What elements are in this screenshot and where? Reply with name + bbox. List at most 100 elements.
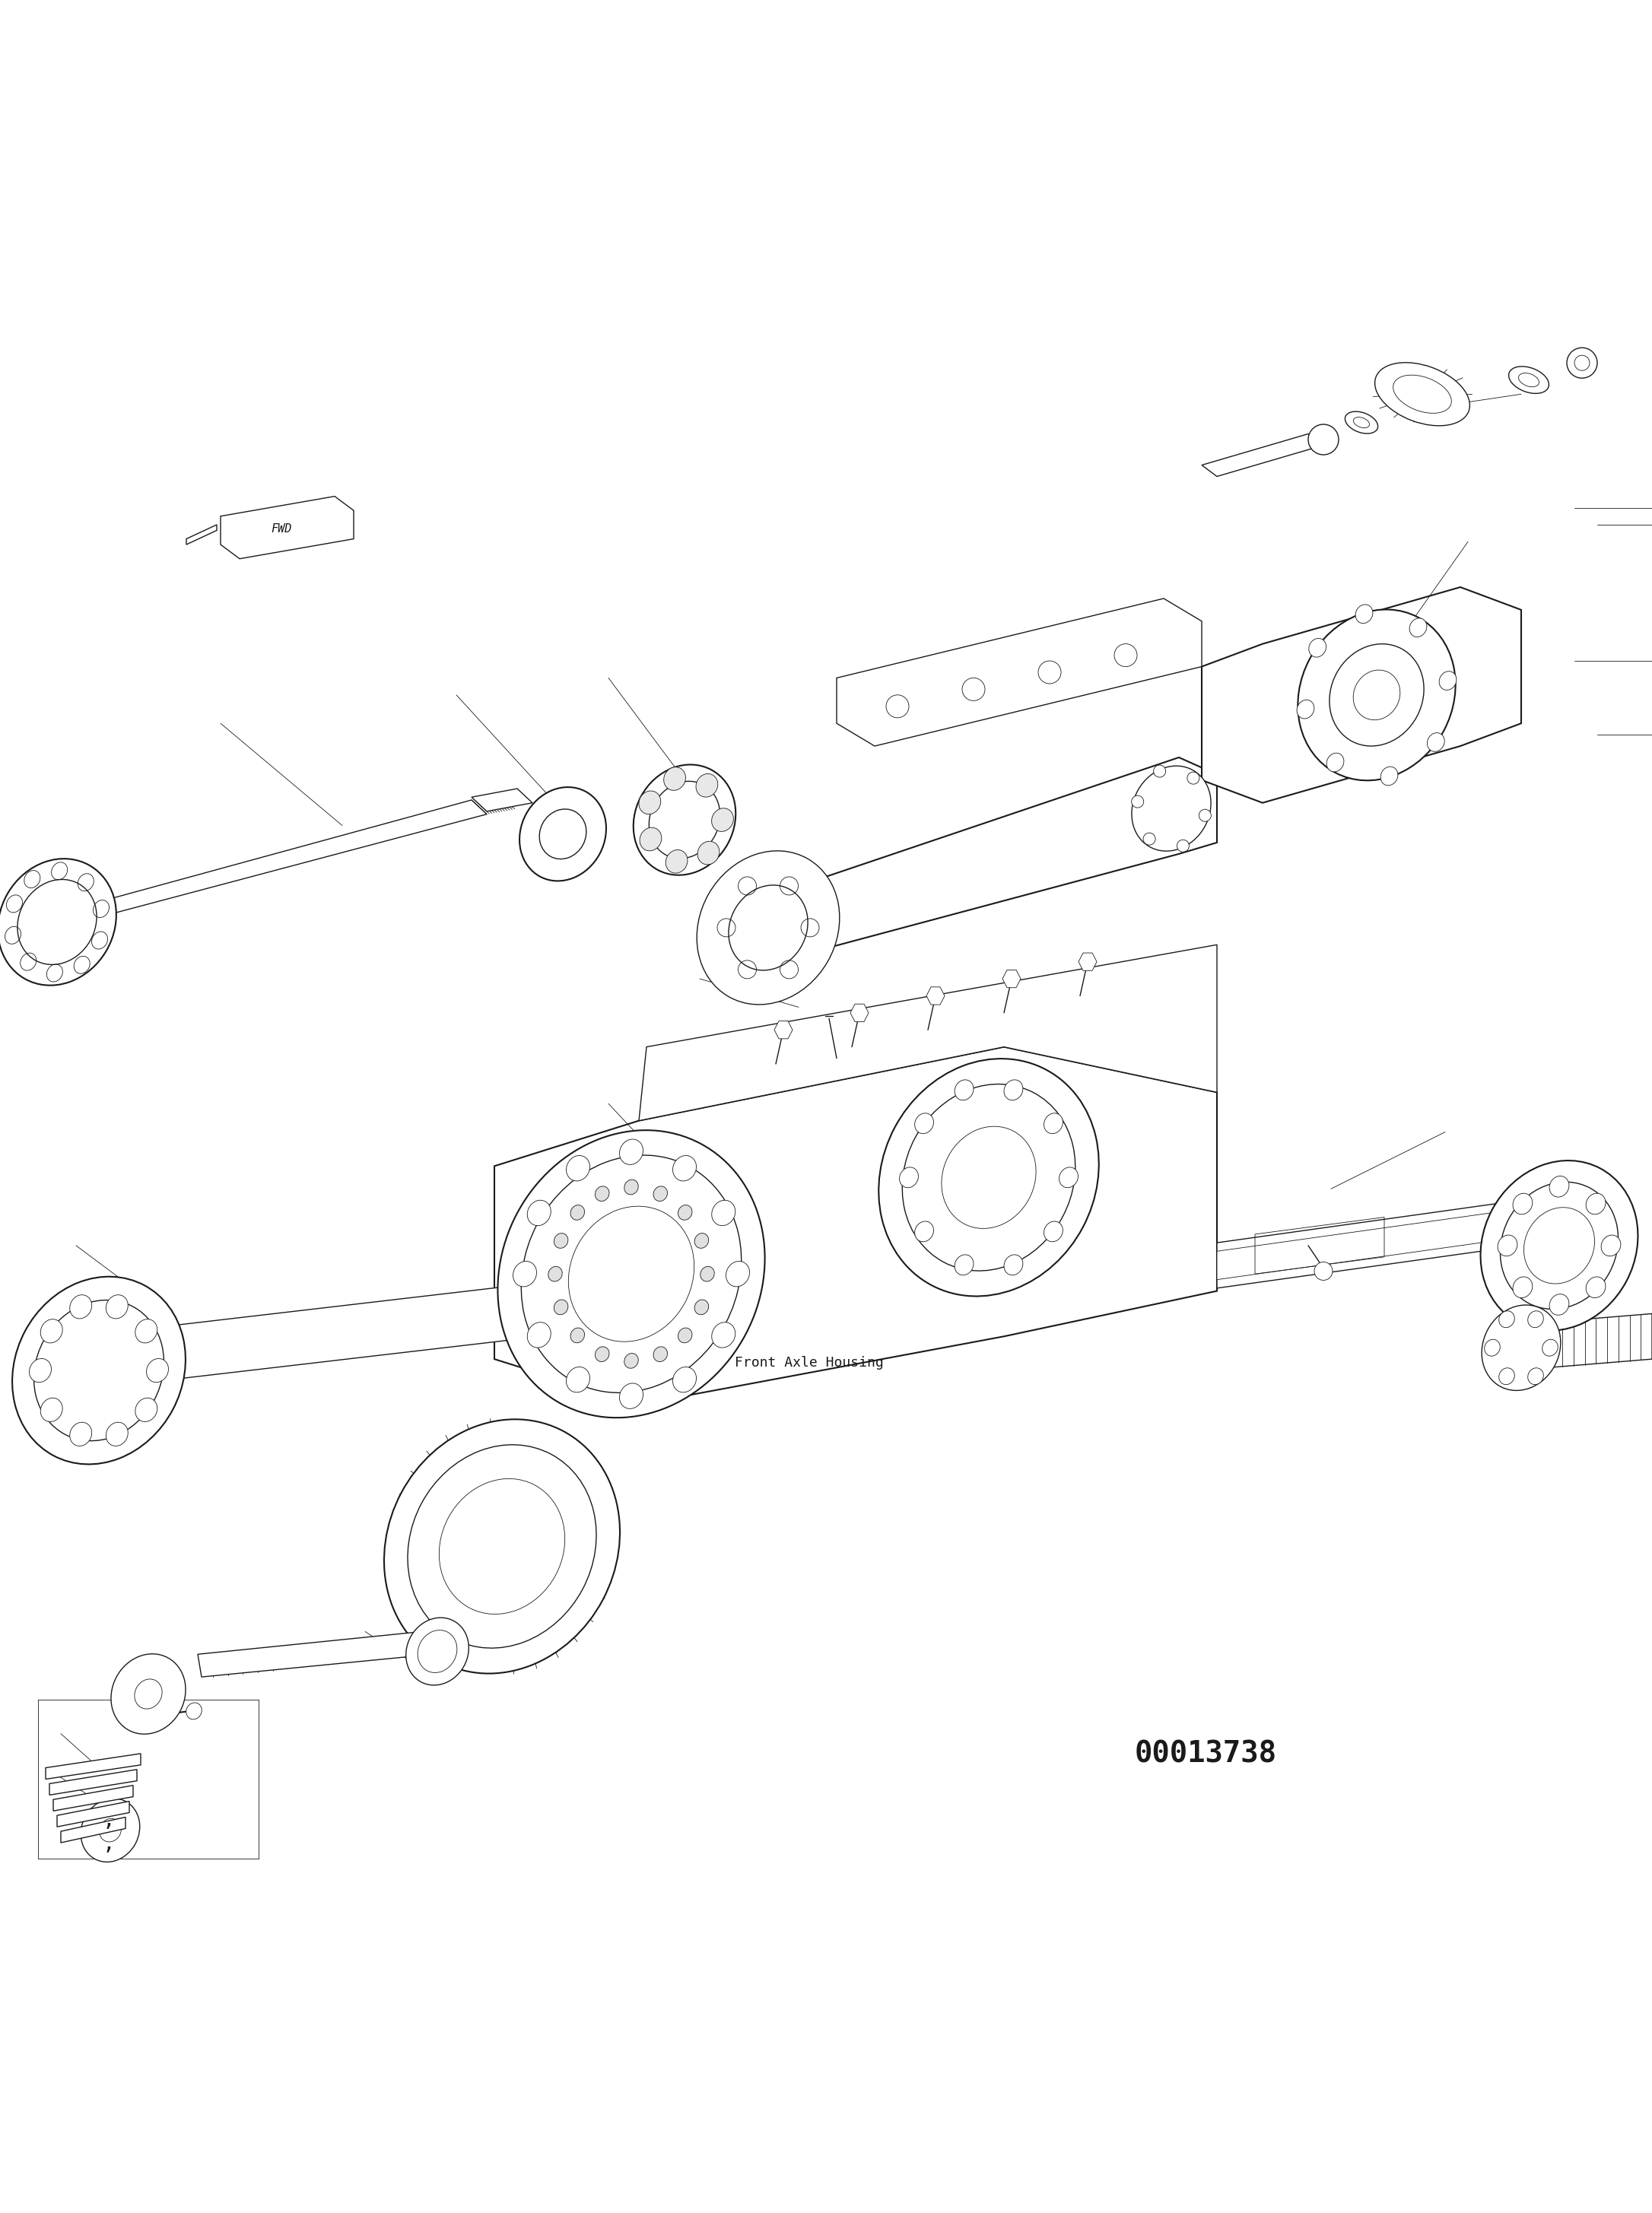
Ellipse shape bbox=[1345, 412, 1378, 434]
Ellipse shape bbox=[712, 1321, 735, 1348]
Ellipse shape bbox=[567, 1368, 590, 1392]
Ellipse shape bbox=[1409, 617, 1427, 637]
Ellipse shape bbox=[1500, 1182, 1619, 1310]
Ellipse shape bbox=[595, 1348, 610, 1361]
Ellipse shape bbox=[1353, 671, 1401, 719]
Polygon shape bbox=[836, 598, 1201, 746]
Polygon shape bbox=[775, 1020, 793, 1038]
Polygon shape bbox=[53, 1786, 134, 1810]
Ellipse shape bbox=[18, 879, 97, 965]
Polygon shape bbox=[152, 1286, 639, 1370]
Ellipse shape bbox=[595, 1186, 610, 1202]
Ellipse shape bbox=[12, 1277, 185, 1465]
Circle shape bbox=[1188, 772, 1199, 783]
Ellipse shape bbox=[111, 1653, 185, 1735]
Ellipse shape bbox=[519, 788, 606, 881]
Ellipse shape bbox=[1132, 766, 1211, 852]
Ellipse shape bbox=[69, 1423, 93, 1445]
Ellipse shape bbox=[106, 1295, 127, 1319]
Ellipse shape bbox=[1330, 644, 1424, 746]
Ellipse shape bbox=[1485, 1339, 1500, 1357]
Text: ,: , bbox=[102, 1832, 116, 1854]
Ellipse shape bbox=[514, 1261, 537, 1286]
Ellipse shape bbox=[1393, 374, 1452, 414]
Polygon shape bbox=[46, 1753, 140, 1779]
Ellipse shape bbox=[694, 1233, 709, 1248]
Polygon shape bbox=[471, 788, 532, 812]
Ellipse shape bbox=[527, 1321, 550, 1348]
Ellipse shape bbox=[672, 1368, 697, 1392]
Ellipse shape bbox=[672, 1155, 697, 1182]
Ellipse shape bbox=[879, 1058, 1099, 1297]
Ellipse shape bbox=[697, 850, 839, 1005]
Polygon shape bbox=[1513, 1315, 1652, 1370]
Ellipse shape bbox=[1381, 766, 1398, 786]
Polygon shape bbox=[58, 1801, 129, 1826]
Ellipse shape bbox=[729, 885, 808, 969]
Ellipse shape bbox=[694, 1299, 709, 1315]
Circle shape bbox=[1143, 832, 1155, 845]
Ellipse shape bbox=[942, 1126, 1036, 1228]
Ellipse shape bbox=[1327, 752, 1343, 772]
Ellipse shape bbox=[695, 775, 719, 797]
Ellipse shape bbox=[135, 1399, 157, 1421]
Ellipse shape bbox=[1528, 1368, 1543, 1385]
Ellipse shape bbox=[653, 1348, 667, 1361]
Polygon shape bbox=[494, 1047, 1218, 1405]
Circle shape bbox=[1308, 425, 1338, 454]
Ellipse shape bbox=[1508, 367, 1550, 394]
Polygon shape bbox=[187, 524, 216, 544]
Ellipse shape bbox=[30, 1359, 51, 1383]
Ellipse shape bbox=[620, 1140, 643, 1164]
Ellipse shape bbox=[677, 1328, 692, 1343]
Ellipse shape bbox=[915, 1113, 933, 1133]
Ellipse shape bbox=[955, 1255, 973, 1275]
Text: FWD: FWD bbox=[271, 522, 292, 533]
Text: 00013738: 00013738 bbox=[1135, 1739, 1277, 1768]
Ellipse shape bbox=[1482, 1306, 1561, 1390]
Polygon shape bbox=[927, 987, 945, 1005]
Polygon shape bbox=[639, 945, 1218, 1120]
Ellipse shape bbox=[548, 1266, 562, 1281]
Ellipse shape bbox=[408, 1445, 596, 1649]
Ellipse shape bbox=[147, 1359, 169, 1383]
Ellipse shape bbox=[1297, 699, 1315, 719]
Ellipse shape bbox=[1513, 1193, 1533, 1215]
Ellipse shape bbox=[697, 841, 719, 865]
Polygon shape bbox=[1218, 1208, 1521, 1279]
Polygon shape bbox=[1201, 586, 1521, 803]
Ellipse shape bbox=[955, 1080, 973, 1100]
Circle shape bbox=[1176, 839, 1189, 852]
Ellipse shape bbox=[69, 1295, 93, 1319]
Ellipse shape bbox=[653, 1186, 667, 1202]
Ellipse shape bbox=[570, 1328, 585, 1343]
Ellipse shape bbox=[633, 766, 735, 874]
Ellipse shape bbox=[1586, 1193, 1606, 1215]
Ellipse shape bbox=[1528, 1310, 1543, 1328]
Polygon shape bbox=[851, 1005, 869, 1022]
Ellipse shape bbox=[1586, 1277, 1606, 1297]
Ellipse shape bbox=[1523, 1208, 1594, 1284]
Ellipse shape bbox=[639, 828, 661, 850]
Ellipse shape bbox=[624, 1354, 638, 1368]
Ellipse shape bbox=[712, 1199, 735, 1226]
Ellipse shape bbox=[1308, 637, 1327, 657]
Polygon shape bbox=[221, 496, 354, 558]
Ellipse shape bbox=[1439, 671, 1457, 690]
Ellipse shape bbox=[1374, 363, 1470, 425]
Ellipse shape bbox=[1513, 1277, 1533, 1297]
Circle shape bbox=[1566, 347, 1597, 378]
Ellipse shape bbox=[41, 1319, 63, 1343]
Ellipse shape bbox=[81, 1799, 140, 1861]
Ellipse shape bbox=[553, 1299, 568, 1315]
Ellipse shape bbox=[725, 1261, 750, 1286]
Circle shape bbox=[1199, 810, 1211, 821]
Polygon shape bbox=[1003, 969, 1021, 987]
Text: ,: , bbox=[102, 1810, 116, 1830]
Polygon shape bbox=[1079, 954, 1097, 972]
Ellipse shape bbox=[1044, 1222, 1062, 1241]
Ellipse shape bbox=[406, 1618, 469, 1684]
Ellipse shape bbox=[540, 810, 586, 859]
Ellipse shape bbox=[620, 1383, 643, 1410]
Ellipse shape bbox=[1004, 1255, 1023, 1275]
